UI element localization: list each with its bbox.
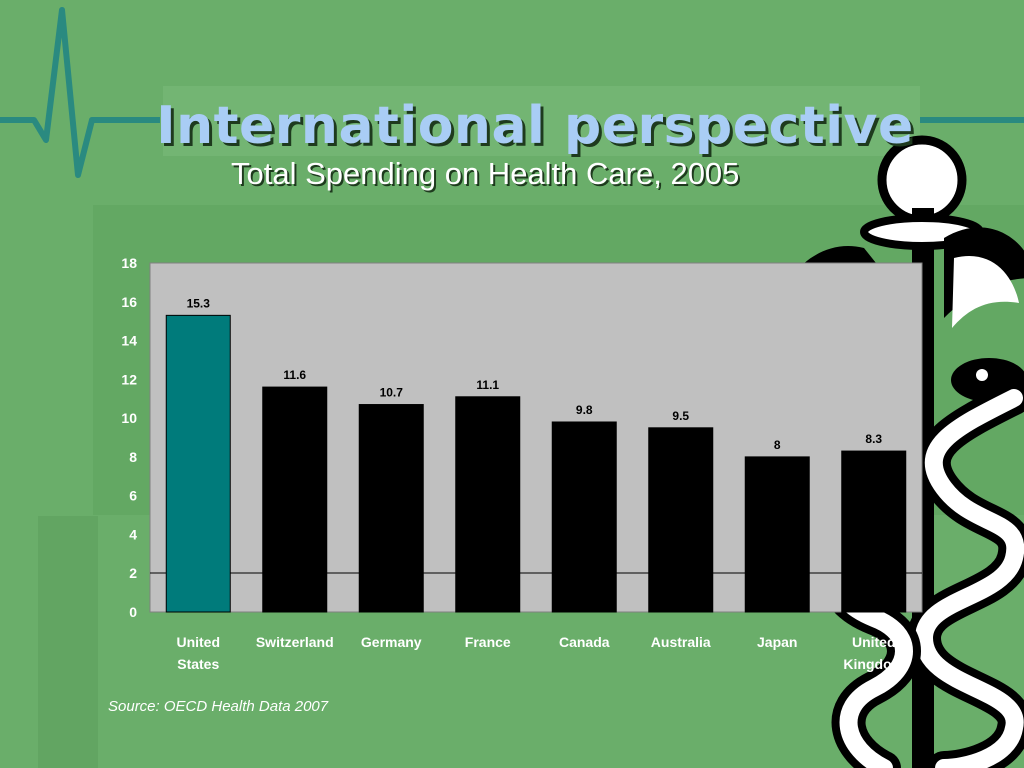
bar-switzerland [262,386,328,613]
background-panel-lower [38,516,98,768]
value-label: 11.1 [476,378,499,392]
y-tick-label: 10 [121,410,137,426]
y-tick-label: 2 [129,565,137,581]
value-label: 8.3 [865,432,882,446]
category-label: France [465,634,511,650]
category-label: United States [176,634,220,672]
y-tick-label: 0 [129,604,137,620]
category-label: Japan [757,634,797,650]
value-label: 15.3 [187,296,211,310]
background-panel [163,86,920,156]
category-label: Germany [361,634,422,650]
category-label: United Kingdom [843,634,904,672]
category-label: Switzerland [256,634,334,650]
heartbeat-line-icon [0,7,1024,178]
y-tick-label: 4 [129,526,137,542]
slide-title: International perspective [156,96,914,156]
value-label: 9.5 [672,409,689,423]
value-label: 10.7 [380,386,404,400]
bar-australia [648,427,714,613]
bar-germany [358,404,424,613]
y-tick-label: 16 [121,294,137,310]
value-label: 9.8 [576,403,593,417]
bar-france [455,396,521,613]
value-label: 8 [774,438,781,452]
y-tick-label: 8 [129,449,137,465]
bar-canada [551,421,617,613]
source-note: Source: OECD Health Data 2007 [108,698,329,715]
y-tick-label: 6 [129,488,137,504]
category-label: Canada [559,634,610,650]
bar-japan [744,456,810,613]
bar-united-kingdom [841,450,907,613]
bar-united-states [165,314,231,613]
value-label: 11.6 [283,368,306,382]
y-tick-label: 12 [121,371,137,387]
slide-subtitle: Total Spending on Health Care, 2005 [231,156,740,191]
y-tick-label: 14 [121,333,137,349]
category-label: Australia [651,634,711,650]
y-tick-label: 18 [121,255,137,271]
